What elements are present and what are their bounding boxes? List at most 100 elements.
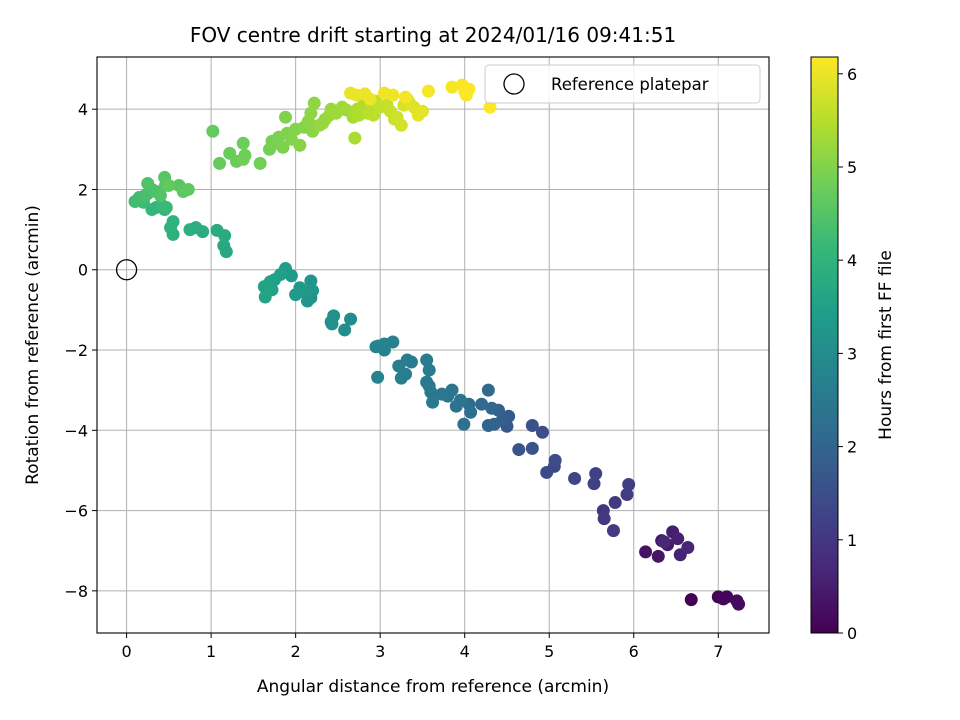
colorbar-tick-label: 0 bbox=[847, 624, 857, 643]
data-point bbox=[415, 104, 429, 118]
legend: Reference platepar bbox=[484, 64, 761, 104]
y-tick-label: −8 bbox=[64, 582, 88, 601]
y-tick-label: 0 bbox=[78, 261, 88, 280]
data-point bbox=[525, 441, 539, 455]
grid-lines bbox=[97, 57, 769, 633]
data-point bbox=[639, 545, 653, 559]
data-points bbox=[128, 78, 746, 611]
colorbar-tick-label: 2 bbox=[847, 438, 857, 457]
data-point bbox=[399, 90, 413, 104]
data-point bbox=[525, 418, 539, 432]
data-point bbox=[657, 535, 671, 549]
data-point bbox=[512, 443, 526, 457]
data-point bbox=[464, 405, 478, 419]
data-point bbox=[716, 592, 730, 606]
data-point bbox=[426, 395, 440, 409]
x-tick-label: 1 bbox=[206, 642, 216, 661]
data-point bbox=[449, 399, 463, 413]
y-axis-ticks: −8 −6 −4 −2 0 2 4 bbox=[64, 100, 97, 601]
plot-frame bbox=[96, 56, 770, 634]
colorbar: 0 1 2 3 4 5 6 Hours from first FF file bbox=[810, 56, 896, 643]
data-point bbox=[540, 465, 554, 479]
data-point bbox=[369, 340, 383, 354]
legend-box bbox=[484, 64, 761, 104]
data-point bbox=[535, 425, 549, 439]
colorbar-tick-label: 5 bbox=[847, 158, 857, 177]
data-point bbox=[166, 215, 180, 229]
data-point bbox=[445, 80, 459, 94]
data-point bbox=[183, 223, 197, 237]
y-tick-label: −6 bbox=[64, 502, 88, 521]
data-point bbox=[253, 156, 267, 170]
y-tick-label: −2 bbox=[64, 341, 88, 360]
colorbar-tick-label: 1 bbox=[847, 531, 857, 550]
data-point bbox=[276, 140, 290, 154]
data-point bbox=[435, 387, 449, 401]
data-point bbox=[141, 176, 155, 190]
data-point bbox=[420, 353, 434, 367]
data-point bbox=[257, 280, 271, 294]
data-point bbox=[485, 401, 499, 415]
plot-area: 0 1 2 3 4 5 6 7 −8 −6 −4 −2 0 2 4 bbox=[64, 56, 770, 661]
data-point bbox=[289, 288, 303, 302]
data-point bbox=[324, 315, 338, 329]
x-tick-label: 2 bbox=[291, 642, 301, 661]
data-point bbox=[420, 375, 434, 389]
data-point bbox=[462, 82, 476, 96]
data-point bbox=[681, 541, 695, 555]
data-point bbox=[348, 131, 362, 145]
data-point bbox=[597, 512, 611, 526]
data-point bbox=[363, 92, 377, 106]
data-point bbox=[236, 152, 250, 166]
legend-label-reference: Reference platepar bbox=[551, 75, 709, 94]
data-point bbox=[671, 532, 685, 546]
x-axis-ticks: 0 1 2 3 4 5 6 7 bbox=[121, 633, 723, 661]
data-point bbox=[293, 138, 307, 152]
x-tick-label: 7 bbox=[713, 642, 723, 661]
colorbar-bar bbox=[810, 56, 839, 634]
data-point bbox=[457, 417, 471, 431]
data-point bbox=[236, 136, 250, 150]
colorbar-ticks: 0 1 2 3 4 5 6 bbox=[838, 65, 857, 643]
data-point bbox=[481, 383, 495, 397]
data-point bbox=[394, 118, 408, 132]
x-tick-label: 3 bbox=[375, 642, 385, 661]
data-point bbox=[422, 363, 436, 377]
y-tick-label: 4 bbox=[78, 100, 88, 119]
data-point bbox=[392, 359, 406, 373]
y-axis-label: Rotation from reference (arcmin) bbox=[23, 205, 43, 485]
legend-marker-reference bbox=[503, 73, 525, 95]
colorbar-tick-label: 6 bbox=[847, 65, 857, 84]
data-point bbox=[338, 323, 352, 337]
data-point bbox=[217, 239, 231, 253]
data-point bbox=[206, 124, 220, 138]
data-point bbox=[307, 96, 321, 110]
data-point bbox=[153, 188, 167, 202]
data-point bbox=[589, 467, 603, 481]
data-point bbox=[622, 477, 636, 491]
data-point bbox=[181, 182, 195, 196]
data-point bbox=[278, 110, 292, 124]
data-point bbox=[304, 106, 318, 120]
x-tick-label: 4 bbox=[460, 642, 470, 661]
data-point bbox=[587, 477, 601, 491]
data-point bbox=[568, 471, 582, 485]
data-point bbox=[371, 370, 385, 384]
data-point bbox=[606, 524, 620, 538]
data-point bbox=[258, 290, 272, 304]
chart-title: FOV centre drift starting at 2024/01/16 … bbox=[190, 23, 676, 47]
data-point bbox=[548, 453, 562, 467]
data-point bbox=[386, 88, 400, 102]
x-tick-label: 5 bbox=[544, 642, 554, 661]
data-point bbox=[481, 418, 495, 432]
data-point bbox=[684, 593, 698, 607]
x-tick-label: 0 bbox=[121, 642, 131, 661]
data-point bbox=[483, 100, 497, 114]
data-point bbox=[155, 199, 169, 213]
reference-platepar-group bbox=[115, 259, 138, 281]
reference-platepar-marker bbox=[115, 259, 138, 281]
data-point bbox=[421, 84, 435, 98]
x-tick-label: 6 bbox=[629, 642, 639, 661]
y-tick-label: −4 bbox=[64, 421, 88, 440]
